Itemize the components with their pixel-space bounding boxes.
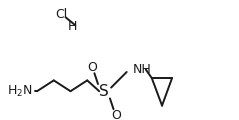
Text: H$_2$N: H$_2$N bbox=[7, 84, 33, 99]
Text: S: S bbox=[99, 84, 109, 99]
Text: NH: NH bbox=[133, 63, 151, 76]
Text: O: O bbox=[87, 61, 97, 74]
Text: H: H bbox=[68, 20, 78, 33]
Text: Cl: Cl bbox=[55, 8, 67, 21]
Text: O: O bbox=[111, 109, 121, 120]
